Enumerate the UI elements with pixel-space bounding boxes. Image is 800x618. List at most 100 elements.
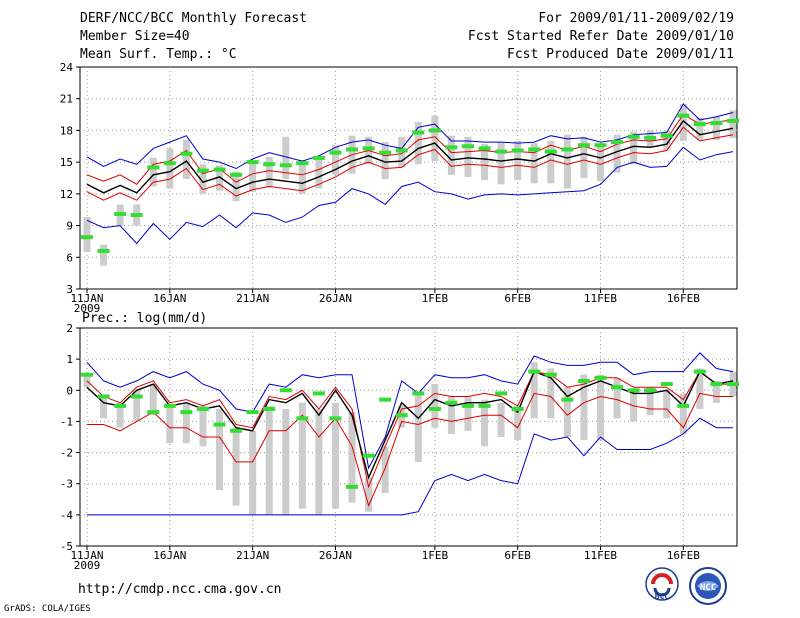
prec-upper-line bbox=[86, 370, 733, 489]
prec-ytick-label: -3 bbox=[60, 478, 73, 491]
temp-ensemble-box bbox=[447, 135, 455, 175]
prec-xtick-label: 16FEB bbox=[667, 549, 700, 562]
prec-ytick-label: -2 bbox=[60, 447, 73, 460]
temp-observed-mark bbox=[246, 160, 259, 165]
prec-observed-mark bbox=[296, 416, 309, 421]
prec-ytick-label: -4 bbox=[60, 509, 74, 522]
prec-ensemble-box bbox=[431, 384, 439, 428]
temp-ensemble-box bbox=[100, 244, 108, 266]
temp-ensemble-box bbox=[298, 160, 306, 194]
temp-observed-mark bbox=[544, 149, 557, 154]
prec-observed-mark bbox=[611, 385, 624, 390]
header-left-line2: Member Size=40 bbox=[80, 29, 190, 44]
temp-ytick-label: 9 bbox=[66, 220, 73, 233]
header-right-line1: For 2009/01/11-2009/02/19 bbox=[538, 11, 734, 26]
prec-ensemble-box bbox=[199, 405, 207, 447]
prec-ensemble-box bbox=[663, 390, 671, 419]
temp-observed-mark bbox=[594, 143, 607, 148]
prec-ensemble-box bbox=[679, 393, 687, 434]
temp-max-line bbox=[86, 103, 734, 170]
footer-url: http://cmdp.ncc.cma.gov.cn bbox=[78, 582, 282, 597]
prec-ensemble-box bbox=[580, 374, 588, 441]
prec-observed-mark bbox=[495, 391, 508, 396]
temp-observed-mark bbox=[97, 248, 110, 253]
temp-ensemble-box bbox=[265, 156, 273, 188]
temp-xtick-label: 6FEB bbox=[504, 292, 531, 305]
prec-observed-mark bbox=[230, 428, 243, 433]
prec-observed-mark bbox=[346, 484, 359, 489]
header-left-line3: Mean Surf. Temp.: °C bbox=[80, 47, 237, 62]
header-right-line2: Fcst Started Refer Date 2009/01/10 bbox=[467, 29, 734, 44]
temp-observed-mark bbox=[263, 162, 276, 167]
prec-observed-mark bbox=[627, 388, 640, 393]
temp-observed-mark bbox=[495, 149, 508, 154]
prec-observed-mark bbox=[644, 388, 657, 393]
temp-ensemble-box bbox=[414, 121, 422, 165]
temp-observed-mark bbox=[81, 235, 93, 240]
prec-observed-mark bbox=[412, 391, 425, 396]
prec-observed-mark bbox=[561, 397, 574, 402]
prec-lower-line bbox=[87, 392, 733, 507]
prec-xtick-label: 16JAN bbox=[153, 549, 186, 562]
temp-observed-mark bbox=[611, 140, 624, 145]
prec-xtick-label: 1FEB bbox=[422, 549, 449, 562]
temp-ensemble-box bbox=[216, 165, 224, 191]
header-left-line1: DERF/NCC/BCC Monthly Forecast bbox=[80, 11, 307, 26]
prec-ensemble-box bbox=[331, 402, 339, 509]
prec-ensemble-box bbox=[464, 396, 472, 431]
prec-ytick-label: 0 bbox=[66, 384, 73, 397]
header-right-line3: Fcst Produced Date 2009/01/11 bbox=[507, 47, 734, 62]
temp-ensemble-box bbox=[381, 142, 389, 180]
temp-observed-mark bbox=[196, 168, 209, 173]
temp-ensemble-box bbox=[481, 144, 489, 181]
bcc-logo: BCC bbox=[645, 567, 679, 601]
temp-ensemble-box bbox=[149, 157, 157, 187]
prec-ensemble-box bbox=[497, 402, 505, 437]
temp-ensemble-box bbox=[282, 136, 290, 180]
temp-ytick-label: 21 bbox=[60, 93, 73, 106]
temp-xtick-year: 2009 bbox=[74, 302, 101, 315]
temp-observed-mark bbox=[461, 144, 474, 149]
temp-xtick-label: 1FEB bbox=[422, 292, 449, 305]
temp-observed-mark bbox=[362, 146, 375, 151]
prec-observed-mark bbox=[677, 403, 690, 408]
prec-observed-mark bbox=[114, 403, 127, 408]
temp-observed-mark bbox=[660, 133, 673, 138]
temp-ensemble-box bbox=[547, 141, 555, 184]
prec-ensemble-box bbox=[547, 368, 555, 419]
temp-ensemble-box bbox=[464, 136, 472, 177]
temp-ensemble-box bbox=[166, 148, 174, 189]
prec-xtick-label: 6FEB bbox=[504, 549, 531, 562]
prec-observed-mark bbox=[478, 403, 491, 408]
prec-ensemble-box bbox=[348, 412, 356, 503]
prec-ensemble-box bbox=[149, 384, 157, 416]
prec-min-line bbox=[87, 417, 733, 516]
prec-observed-mark bbox=[130, 394, 143, 399]
prec-ensemble-box bbox=[116, 402, 124, 428]
temp-ensemble-box bbox=[630, 131, 638, 165]
precip-chart-title: Prec.: log(mm/d) bbox=[82, 311, 207, 326]
prec-observed-mark bbox=[710, 382, 723, 387]
prec-ytick-label: -5 bbox=[60, 540, 73, 553]
temp-ensemble-box bbox=[596, 144, 604, 182]
temp-ensemble-box bbox=[199, 164, 207, 194]
prec-xtick-year: 2009 bbox=[74, 559, 101, 572]
prec-observed-mark bbox=[428, 406, 441, 411]
prec-observed-mark bbox=[727, 382, 739, 387]
temp-observed-mark bbox=[296, 161, 309, 166]
prec-observed-mark bbox=[196, 406, 209, 411]
temp-observed-mark bbox=[561, 147, 574, 152]
prec-observed-mark bbox=[445, 400, 458, 405]
prec-ensemble-box bbox=[712, 380, 720, 403]
prec-ensemble-box bbox=[100, 396, 108, 419]
temp-observed-mark bbox=[710, 121, 723, 126]
temp-xtick-label: 16JAN bbox=[153, 292, 186, 305]
prec-ensemble-box bbox=[481, 399, 489, 447]
temp-ensemble-box bbox=[431, 115, 439, 162]
temp-ytick-label: 6 bbox=[66, 251, 73, 264]
temp-observed-mark bbox=[727, 118, 739, 123]
temp-observed-mark bbox=[478, 146, 491, 151]
temp-observed-mark bbox=[693, 122, 706, 127]
temp-ensemble-box bbox=[729, 110, 737, 138]
prec-ensemble-box bbox=[696, 368, 704, 409]
